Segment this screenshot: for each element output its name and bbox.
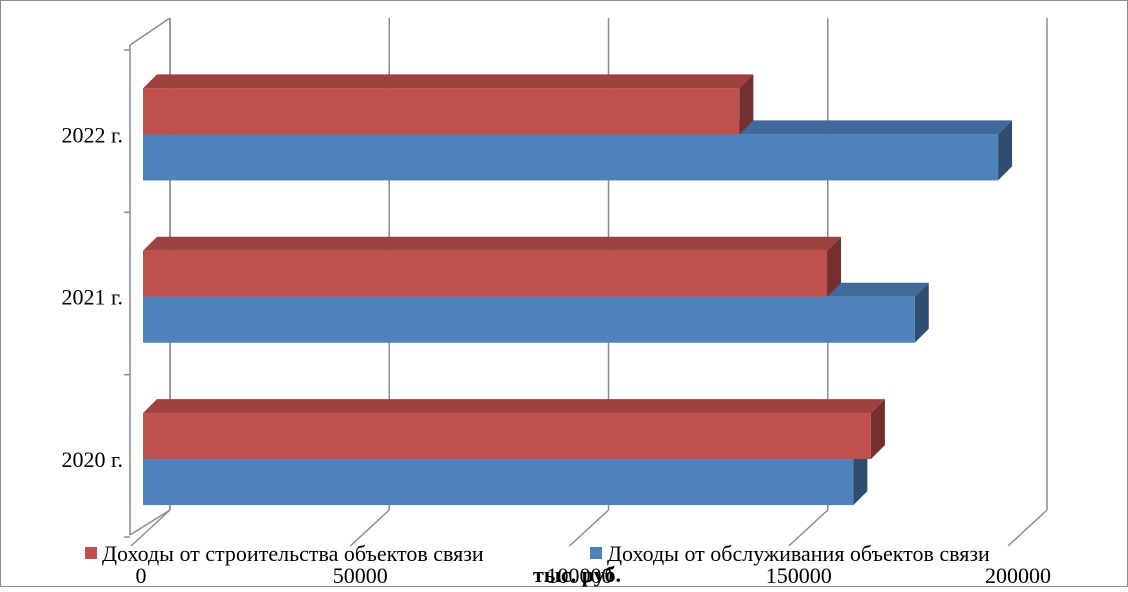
x-tick-label: 0 <box>136 563 147 587</box>
legend-label-1: Доходы от обслуживания объектов связи <box>607 541 990 566</box>
legend-label-0: Доходы от строительства объектов связи <box>102 541 484 566</box>
bar-front-face <box>143 88 740 135</box>
bar-front-face <box>143 134 999 181</box>
x-tick-label: 50000 <box>333 563 388 587</box>
bar-side-face <box>739 74 754 135</box>
side-wall-top <box>129 17 171 46</box>
bar-top-face <box>143 236 842 251</box>
bar-front-face <box>143 413 871 460</box>
floor-gridline <box>130 509 171 547</box>
bar-side-face <box>827 236 842 297</box>
x-tick-label: 150000 <box>766 563 832 587</box>
bar-side-face <box>870 399 885 460</box>
bar-front-face <box>143 459 854 506</box>
x-tick-label: 200000 <box>985 563 1051 587</box>
x-tick-label: 100000 <box>547 563 613 587</box>
floor-gridline <box>1007 509 1048 547</box>
bar-front-face <box>143 296 915 343</box>
bar-top-face <box>143 399 885 414</box>
tick-labels: 0 50000 100000 150000 200000 <box>136 563 1052 588</box>
bar-construction-2 <box>143 74 754 135</box>
category-label: 2020 г. <box>61 447 123 472</box>
bar-side-face <box>853 445 868 506</box>
side-wall-bottom <box>129 509 171 536</box>
bar-construction-0 <box>143 399 885 460</box>
x-axis-label: тыс. руб. <box>533 562 621 587</box>
legend-swatch-1 <box>590 547 602 559</box>
bar-construction-1 <box>143 236 842 297</box>
bar-top-face <box>143 74 754 89</box>
bar-front-face <box>143 250 828 297</box>
bars-layer <box>143 74 1013 506</box>
legend-swatch-0 <box>85 547 97 559</box>
bar-side-face <box>998 120 1013 181</box>
floor-gridline <box>788 509 829 547</box>
floor-gridline <box>349 509 390 547</box>
bar-side-face <box>914 282 929 343</box>
category-labels: 2020 г. 2021 г. 2022 г. <box>61 122 123 472</box>
category-label: 2022 г. <box>61 122 123 147</box>
category-label: 2021 г. <box>61 285 123 310</box>
floor-gridline <box>568 509 610 547</box>
legend: Доходы от строительства объектов связи До… <box>85 541 990 566</box>
